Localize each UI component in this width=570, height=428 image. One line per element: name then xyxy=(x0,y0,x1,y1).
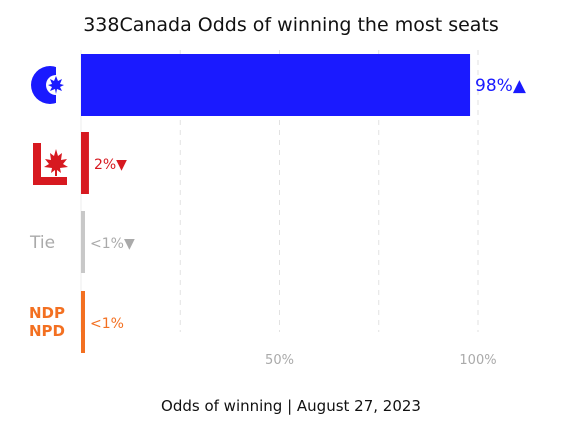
data-label-ndp: <1% xyxy=(90,316,124,332)
x-axis-label: Odds of winning | August 27, 2023 xyxy=(161,397,421,415)
data-label-conservative: 98%▲ xyxy=(475,76,527,96)
ndp-logo-icon: NDP NPD xyxy=(29,304,65,340)
bar-tie xyxy=(81,211,85,273)
tie-category-label: Tie xyxy=(29,233,55,253)
bar-conservative xyxy=(81,54,471,116)
ndp-logo-line-2: NPD xyxy=(29,322,65,340)
ndp-logo-line-1: NDP xyxy=(29,304,65,322)
conservative-logo-icon xyxy=(31,63,76,107)
data-label-tie: <1%▼ xyxy=(90,236,135,252)
data-label-liberal: 2%▼ xyxy=(94,157,127,173)
x-tick-label: 100% xyxy=(459,353,496,368)
bar-liberal xyxy=(81,132,89,194)
label-layer: 98%▲ 2%▼ <1%▼ <1% xyxy=(90,76,527,332)
tick-layer: 50% 100% xyxy=(265,353,497,368)
liberal-logo-icon xyxy=(33,143,68,185)
x-tick-label: 50% xyxy=(265,353,294,368)
chart-title: 338Canada Odds of winning the most seats xyxy=(83,14,499,36)
bar-layer xyxy=(81,54,471,353)
bar-ndp xyxy=(81,291,85,353)
